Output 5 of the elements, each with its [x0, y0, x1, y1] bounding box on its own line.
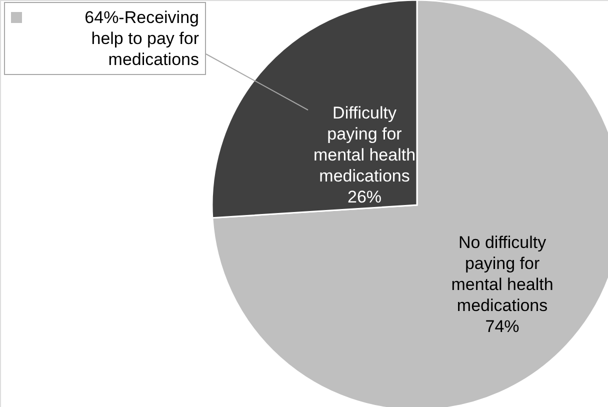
- slice-label: No difficulty paying for mental health medications: [451, 233, 554, 316]
- slice-label: Difficulty paying for mental health medications: [313, 104, 416, 186]
- data-label: 26%: [348, 188, 382, 207]
- text: 64%-Receiving help to pay for medications: [84, 7, 199, 70]
- data-label: 74%: [485, 317, 520, 336]
